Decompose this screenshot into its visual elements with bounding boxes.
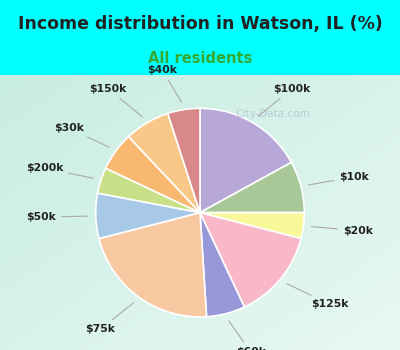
Wedge shape: [200, 212, 301, 307]
Text: $75k: $75k: [86, 303, 134, 334]
Text: $60k: $60k: [229, 321, 266, 350]
Text: $150k: $150k: [90, 84, 142, 117]
Text: $40k: $40k: [148, 65, 182, 102]
Text: $30k: $30k: [54, 123, 109, 147]
Text: $200k: $200k: [26, 163, 93, 178]
Wedge shape: [99, 212, 206, 317]
Wedge shape: [200, 108, 291, 212]
Wedge shape: [168, 108, 200, 212]
Text: City-Data.com: City-Data.com: [236, 108, 310, 119]
Text: All residents: All residents: [148, 51, 252, 66]
Text: $10k: $10k: [309, 172, 369, 185]
Text: $50k: $50k: [26, 212, 88, 222]
Wedge shape: [200, 212, 304, 239]
Wedge shape: [106, 136, 200, 212]
Text: $20k: $20k: [312, 226, 373, 236]
Wedge shape: [200, 212, 244, 317]
Text: $125k: $125k: [287, 284, 348, 309]
Wedge shape: [129, 113, 200, 212]
Text: Income distribution in Watson, IL (%): Income distribution in Watson, IL (%): [18, 15, 382, 33]
Wedge shape: [98, 168, 200, 212]
Wedge shape: [200, 162, 304, 212]
Wedge shape: [96, 193, 200, 239]
Text: $100k: $100k: [258, 84, 310, 117]
